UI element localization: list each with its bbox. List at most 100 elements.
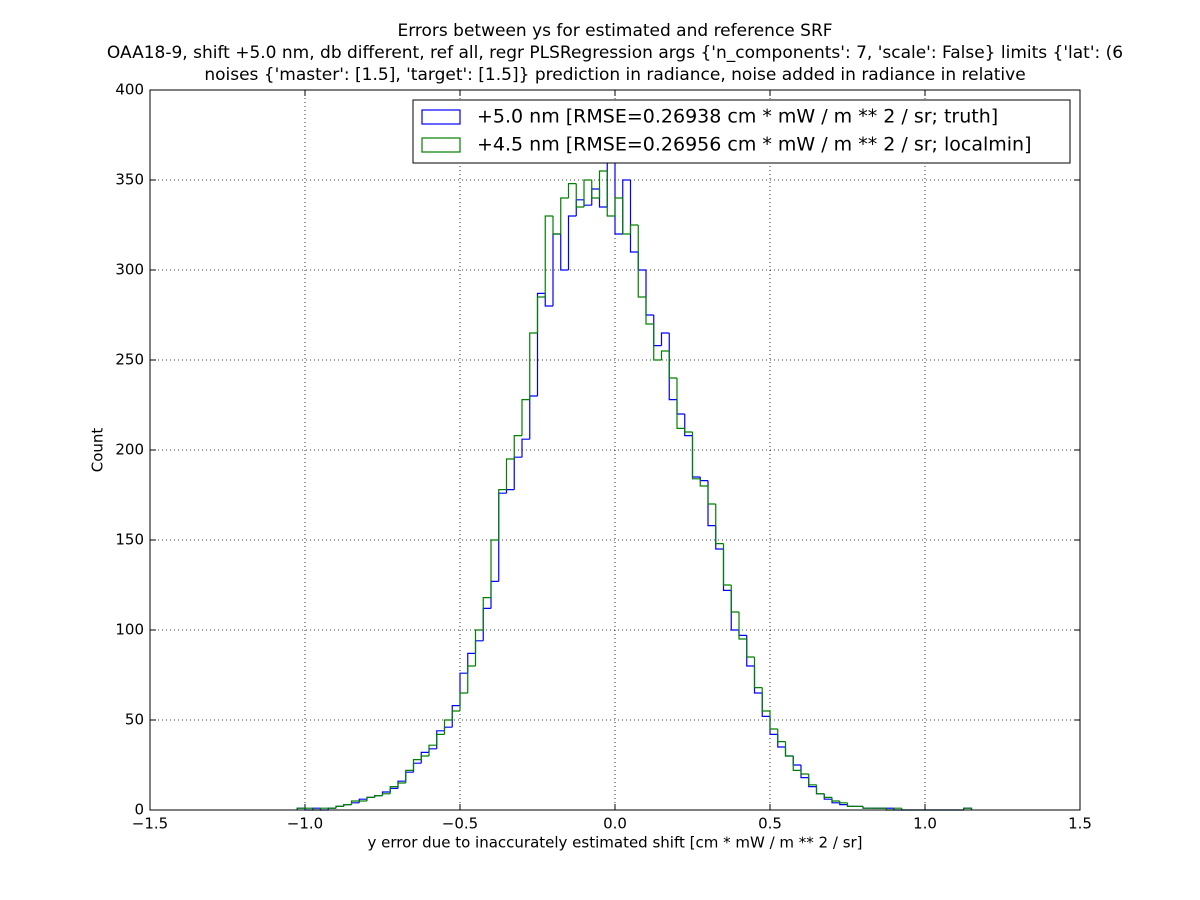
histogram-step	[350, 802, 360, 805]
histogram-step	[722, 543, 732, 586]
histogram-step	[374, 795, 383, 798]
histogram-step	[846, 802, 856, 807]
histogram-step	[738, 612, 747, 640]
y-tick-label: 0	[134, 801, 144, 819]
histogram-step	[676, 399, 685, 415]
x-tick-label: 0.5	[758, 815, 782, 833]
histogram-step	[319, 807, 329, 810]
histogram-step	[660, 332, 670, 346]
histogram-step	[536, 296, 546, 333]
histogram-step	[474, 640, 484, 654]
histogram-step	[405, 771, 414, 782]
histogram-step	[637, 225, 646, 298]
histogram-step	[629, 180, 639, 253]
histogram-step	[335, 805, 344, 809]
histogram-step	[606, 161, 615, 207]
histogram-step	[482, 607, 491, 641]
histogram-step	[505, 458, 515, 490]
x-tick-label: −0.5	[442, 815, 478, 833]
histogram-step	[707, 480, 716, 527]
histogram-step	[420, 751, 429, 764]
histogram-step	[521, 399, 530, 436]
histogram-step	[567, 183, 577, 198]
histogram-step	[614, 162, 623, 235]
x-tick-label: 1.5	[1068, 815, 1092, 833]
histogram-step	[769, 716, 778, 735]
histogram-step	[862, 806, 871, 809]
histogram-step	[467, 665, 476, 693]
histogram-step	[350, 800, 360, 805]
y-tick-label: 50	[125, 711, 144, 729]
histogram-step	[699, 477, 708, 482]
y-tick-label: 100	[115, 621, 144, 639]
histogram-step	[575, 183, 584, 208]
histogram-step	[591, 180, 600, 199]
histogram-step	[443, 726, 453, 731]
histogram-step	[784, 747, 794, 757]
histogram-step	[552, 216, 561, 235]
legend-box	[412, 99, 1071, 164]
histogram-step	[893, 807, 902, 810]
plot-frame	[149, 89, 1081, 811]
histogram-step	[684, 414, 693, 437]
histogram-step	[839, 802, 848, 806]
histogram-step	[691, 432, 701, 480]
histogram-step	[513, 456, 522, 490]
histogram-step	[761, 693, 770, 717]
histogram-step	[490, 539, 499, 598]
histogram-step	[451, 705, 460, 728]
histogram-step	[428, 748, 437, 753]
x-tick-label: 0.0	[603, 815, 627, 833]
histogram-step	[428, 744, 437, 756]
histogram-step	[436, 730, 445, 749]
histogram-step	[482, 597, 491, 630]
legend-swatch	[421, 137, 461, 153]
histogram-step	[498, 492, 507, 582]
histogram-step	[622, 198, 631, 235]
histogram-step	[746, 635, 755, 667]
histogram-step	[544, 215, 553, 297]
x-tick-label: −1.0	[287, 815, 323, 833]
histogram-step	[645, 270, 654, 316]
histogram-step	[366, 796, 375, 801]
histogram-step	[761, 687, 770, 712]
histogram-step	[412, 759, 422, 771]
histogram-step	[753, 657, 763, 689]
legend-label: +4.5 nm [RMSE=0.26956 cm * mW / m ** 2 /…	[477, 134, 1032, 156]
histogram-step	[591, 188, 600, 206]
histogram-step	[536, 292, 546, 396]
histogram-step	[815, 784, 825, 795]
histogram-step	[707, 486, 716, 505]
histogram-step	[459, 692, 468, 711]
histogram-step	[405, 769, 414, 783]
histogram-step	[513, 435, 522, 459]
histogram-step	[722, 549, 732, 591]
chart-subtitle: noises {'master': [1.5], 'target': [1.5]…	[204, 65, 1025, 85]
histogram-step	[823, 793, 832, 800]
histogram-step	[800, 770, 809, 775]
histogram-step	[668, 351, 677, 379]
histogram-step	[792, 756, 801, 771]
histogram-step	[808, 774, 817, 786]
histogram-step	[715, 525, 724, 550]
y-tick-label: 200	[115, 441, 144, 459]
histogram-step	[777, 729, 786, 743]
histogram-step	[653, 324, 662, 361]
histogram-step	[691, 435, 701, 478]
histogram-series	[296, 161, 973, 811]
histogram-step	[567, 215, 577, 270]
legend-swatch	[421, 109, 461, 125]
histogram-step	[505, 489, 515, 494]
y-tick-label: 300	[115, 261, 144, 279]
y-axis-label: Count	[89, 428, 107, 473]
histogram-step	[459, 672, 468, 706]
histogram-step	[343, 804, 352, 807]
histogram-step	[412, 762, 422, 773]
histogram-step	[614, 197, 623, 216]
histogram-step	[715, 504, 724, 545]
histogram-step	[296, 807, 305, 810]
histogram-step	[777, 734, 786, 748]
histogram-step	[730, 590, 739, 631]
histogram-step	[753, 666, 763, 694]
